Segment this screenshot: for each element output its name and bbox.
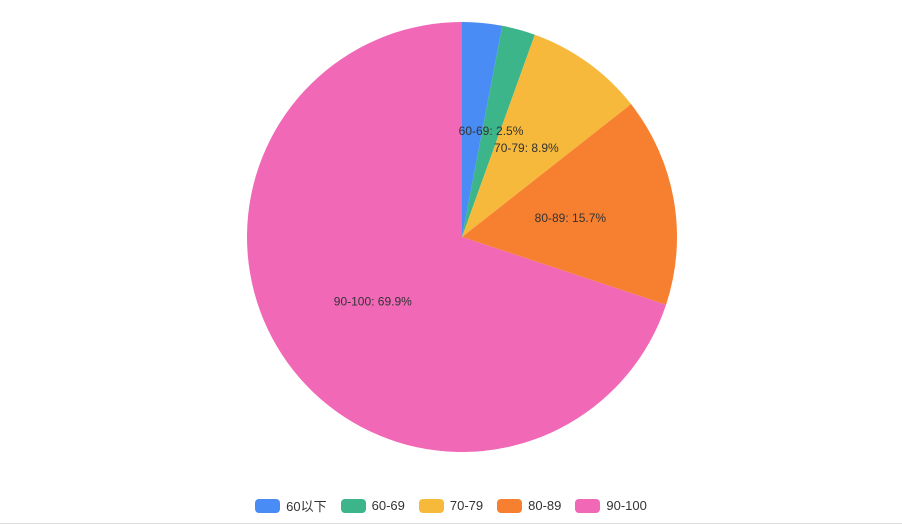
slice-label: 60-69: 2.5% <box>459 124 524 138</box>
pie-slice-60以下[interactable] <box>462 22 503 237</box>
legend-item[interactable]: 90-100 <box>575 496 647 515</box>
legend-swatch <box>340 498 366 513</box>
legend-swatch <box>497 498 523 513</box>
slice-label: 80-89: 15.7% <box>535 211 607 225</box>
legend-item[interactable]: 60以下 <box>255 496 327 515</box>
legend-swatch <box>575 498 601 513</box>
legend: 60以下 60-69 70-79 80-89 90-100 <box>0 496 902 515</box>
slice-label: 70-79: 8.9% <box>494 141 559 155</box>
legend-swatch <box>255 498 281 513</box>
pie-slice-60-69[interactable] <box>462 25 535 237</box>
legend-label: 80-89 <box>528 498 562 513</box>
legend-label: 60-69 <box>371 498 405 513</box>
pie-slice-80-89[interactable] <box>462 104 678 305</box>
slice-label: 90-100: 69.9% <box>334 294 412 308</box>
legend-label: 70-79 <box>449 498 484 513</box>
legend-swatch <box>418 498 444 513</box>
legend-item[interactable]: 80-89 <box>497 496 561 515</box>
legend-label: 60以下 <box>286 499 327 514</box>
legend-label: 90-100 <box>606 498 647 513</box>
pie-slice-70-79[interactable] <box>462 34 632 238</box>
legend-item[interactable]: 60-69 <box>340 496 405 515</box>
pie-slice-90-100[interactable] <box>246 22 667 452</box>
legend-item[interactable]: 70-79 <box>418 496 484 515</box>
